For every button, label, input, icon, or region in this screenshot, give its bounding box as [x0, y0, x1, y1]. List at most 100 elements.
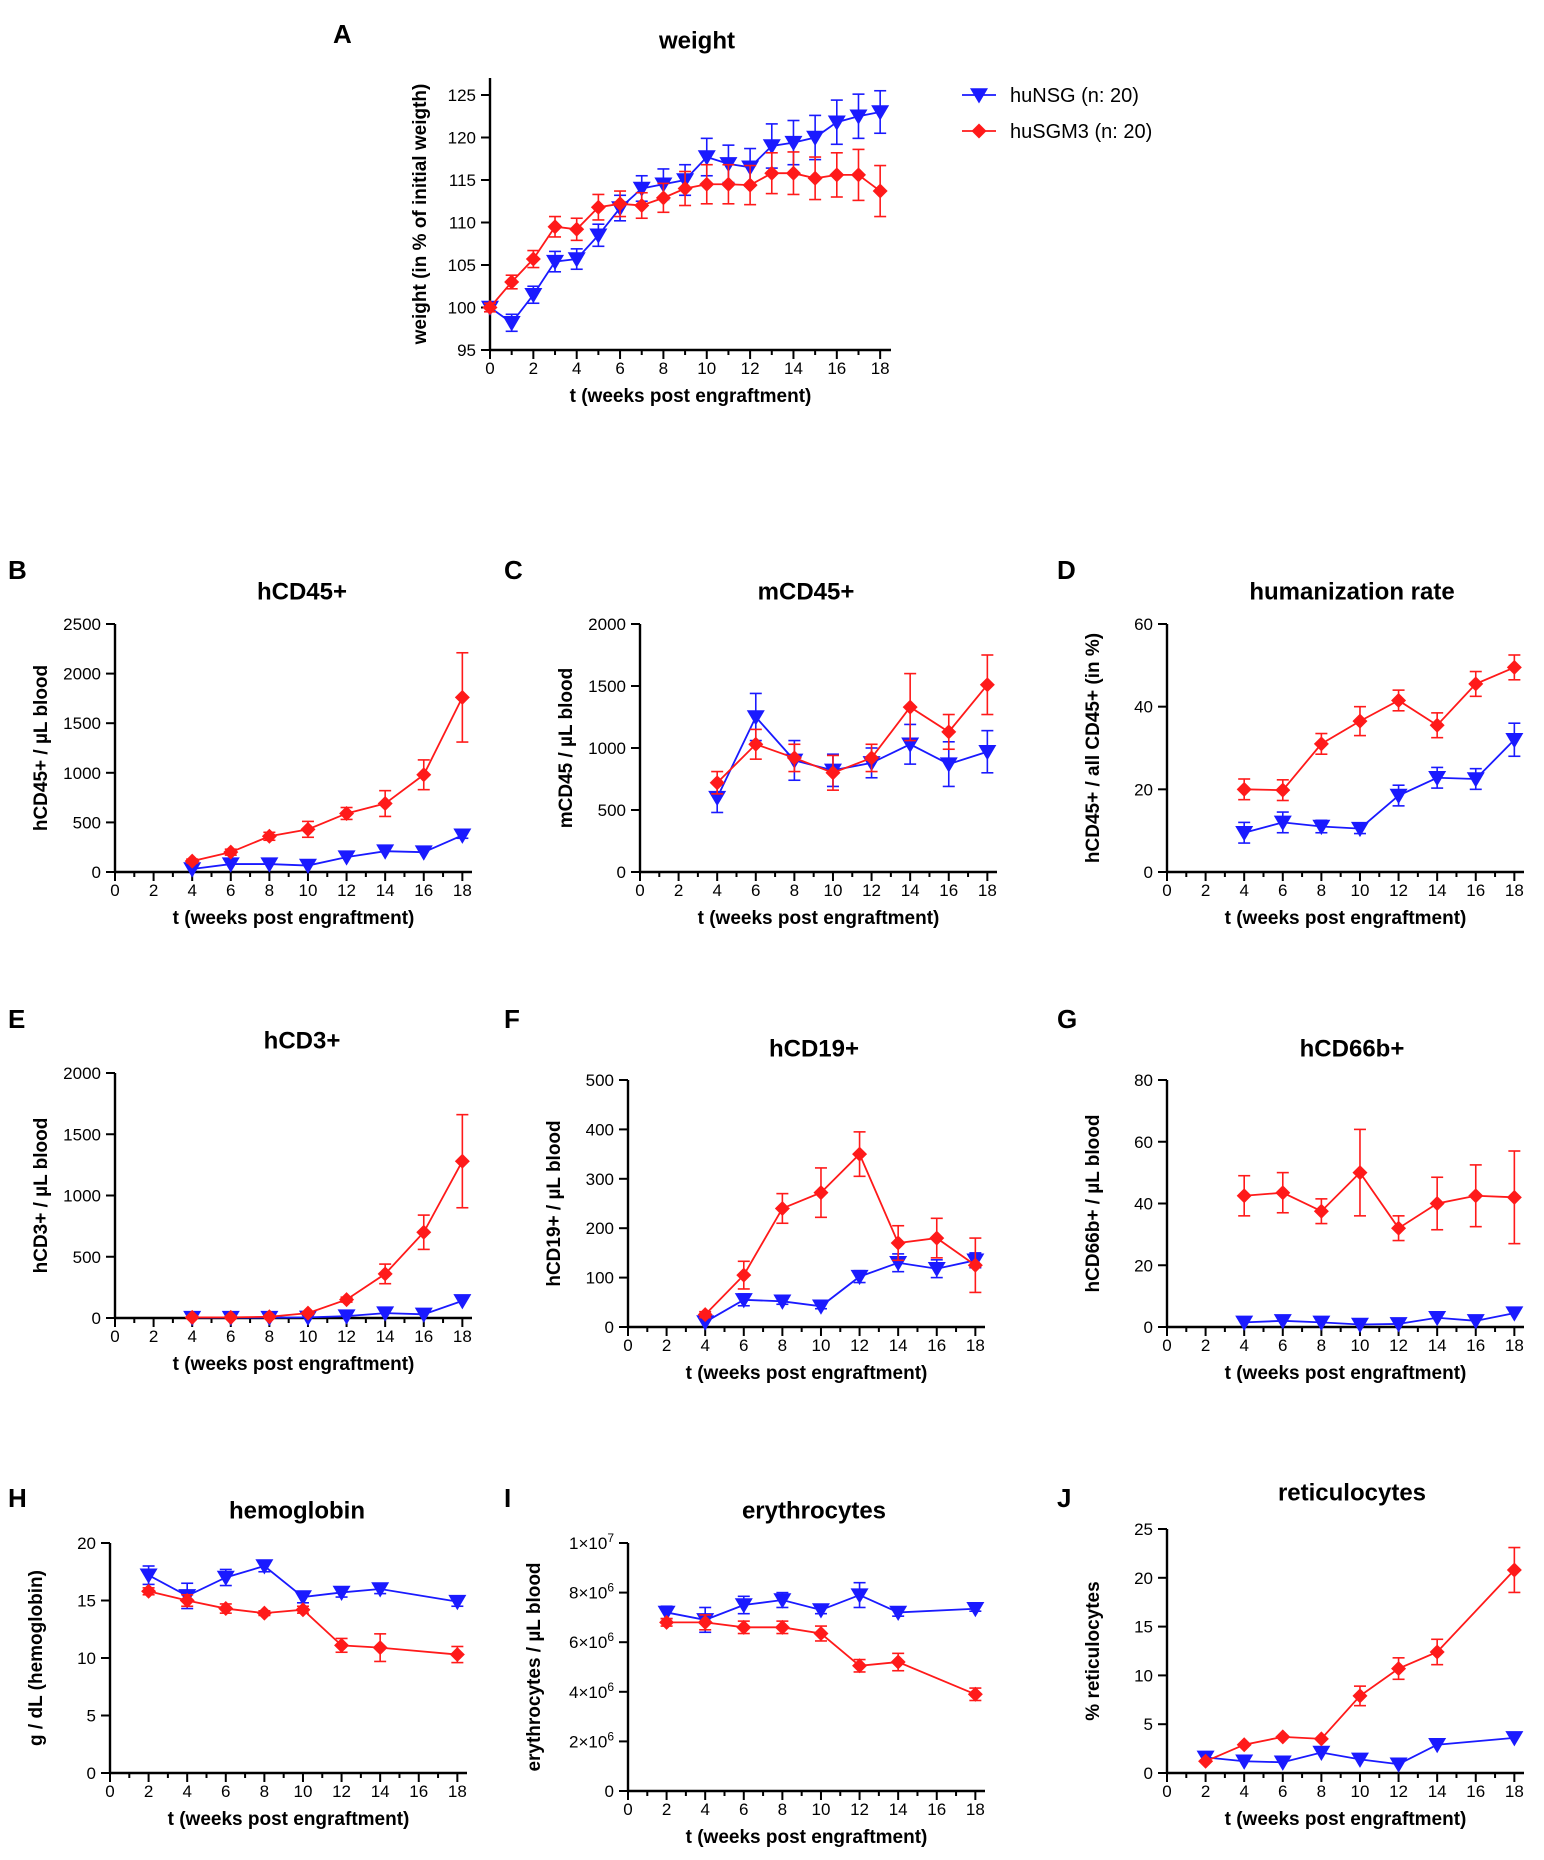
chart-title: humanization rate [1249, 578, 1454, 605]
data-point [502, 316, 521, 332]
series-huSGM3 [482, 148, 888, 315]
data-point [332, 1585, 351, 1601]
x-tick-label: 2 [662, 1336, 671, 1355]
x-tick-label: 16 [1466, 881, 1485, 900]
data-point [589, 228, 608, 244]
series-line [1205, 1569, 1516, 1763]
chart-title: hCD66b+ [1300, 1035, 1405, 1062]
data-point [569, 221, 585, 237]
data-point [1391, 1661, 1407, 1677]
x-tick-label: 16 [939, 881, 958, 900]
y-tick-label: 0 [92, 1309, 101, 1328]
x-axis-label: t (weeks post engraftment) [1225, 1363, 1467, 1384]
data-point [1312, 819, 1331, 836]
series-huSGM3 [184, 1113, 470, 1325]
panel-letter: A [333, 19, 352, 49]
data-point [762, 139, 781, 155]
y-tick-label: 10 [1134, 1666, 1153, 1685]
data-point [1198, 1753, 1214, 1769]
data-point [786, 750, 802, 766]
data-point [850, 167, 866, 183]
x-tick-label: 18 [966, 1800, 985, 1819]
x-tick-label: 4 [1239, 881, 1248, 900]
y-tick-label: 500 [73, 1248, 101, 1267]
y-tick-label: 40 [1134, 1195, 1153, 1214]
y-tick-label: 500 [73, 813, 101, 832]
data-point [300, 821, 316, 837]
data-point [939, 757, 958, 773]
data-point [448, 1594, 467, 1611]
chart-title: hCD19+ [769, 1035, 859, 1062]
data-point [372, 1640, 388, 1656]
x-tick-label: 14 [376, 881, 395, 900]
data-point [929, 1230, 945, 1246]
data-point [453, 1294, 472, 1310]
x-axis-label: t (weeks post engraftment) [173, 908, 415, 929]
x-tick-label: 8 [265, 1327, 274, 1346]
x-tick-label: 12 [337, 1327, 356, 1346]
series-line [716, 684, 989, 784]
data-point [256, 1605, 272, 1621]
data-point [978, 744, 997, 761]
series-huNSG [708, 692, 997, 814]
y-tick-label: 100 [448, 299, 476, 318]
y-tick-label: 2×106 [569, 1729, 614, 1751]
y-axis-label: hCD45+ / all CD45+ (in %) [1083, 633, 1104, 863]
panel-letter: G [1057, 1004, 1077, 1034]
x-tick-label: 8 [1317, 1782, 1326, 1801]
data-point [941, 724, 957, 740]
x-tick-label: 10 [1351, 881, 1370, 900]
data-point [1506, 1562, 1522, 1578]
y-axis-label: weight (in % of initial weigth) [410, 84, 431, 346]
series-huNSG [183, 828, 472, 878]
y-tick-label: 1500 [588, 677, 626, 696]
data-point [1312, 1315, 1331, 1331]
data-point [696, 1315, 715, 1331]
data-point [634, 198, 650, 213]
series-huNSG [1196, 1731, 1524, 1773]
y-tick-label: 80 [1134, 1071, 1153, 1090]
x-tick-label: 12 [332, 1782, 351, 1801]
data-point [1429, 1644, 1445, 1660]
data-point [525, 251, 541, 267]
data-point [1275, 1185, 1291, 1201]
y-tick-label: 25 [1134, 1520, 1153, 1539]
data-point [697, 1614, 713, 1630]
x-tick-label: 18 [453, 881, 472, 900]
series-huNSG [696, 1252, 985, 1331]
x-tick-label: 12 [741, 359, 760, 378]
y-tick-label: 20 [77, 1534, 96, 1553]
x-tick-label: 8 [1317, 881, 1326, 900]
x-tick-label: 0 [623, 1800, 632, 1819]
y-tick-label: 8×106 [569, 1581, 614, 1603]
panel-letter: F [504, 1004, 520, 1034]
chart-title: hemoglobin [229, 1497, 365, 1524]
x-tick-label: 4 [700, 1336, 709, 1355]
x-tick-label: 4 [700, 1800, 709, 1819]
x-tick-label: 14 [371, 1782, 390, 1801]
data-point [223, 844, 239, 860]
data-point [677, 181, 693, 196]
x-tick-label: 18 [1505, 1782, 1524, 1801]
data-point [890, 1235, 906, 1251]
y-axis-label: hCD45+ / µL blood [31, 665, 52, 831]
data-point [141, 1583, 157, 1599]
series-line [192, 834, 463, 870]
legend-item: huNSG (n: 20) [962, 85, 1139, 107]
data-point [218, 1601, 234, 1617]
data-point [612, 196, 628, 212]
data-point [697, 1307, 713, 1323]
data-point [524, 288, 543, 304]
x-tick-label: 12 [1389, 1782, 1408, 1801]
x-tick-label: 18 [1505, 881, 1524, 900]
data-point [1350, 1752, 1369, 1768]
data-point [1235, 825, 1254, 842]
data-point [852, 1658, 868, 1674]
data-point [221, 857, 240, 873]
data-point [1391, 692, 1407, 708]
y-tick-label: 400 [586, 1120, 614, 1139]
